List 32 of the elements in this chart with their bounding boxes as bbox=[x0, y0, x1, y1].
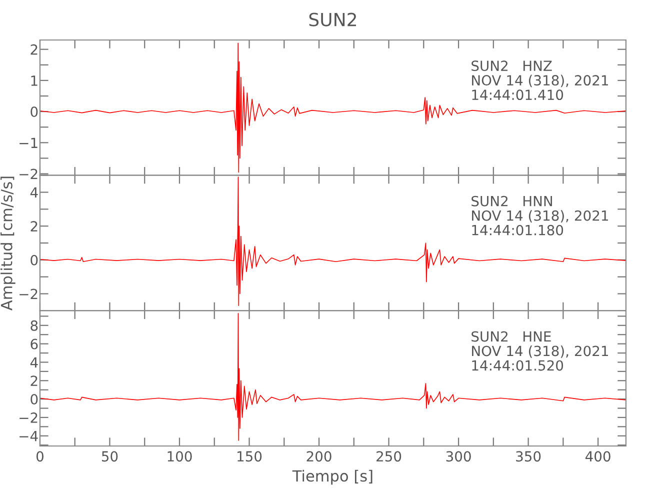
y-tick-label: 6 bbox=[30, 338, 38, 350]
y-tick-label: 1 bbox=[31, 76, 38, 86]
x-tick-label: 400 bbox=[585, 451, 610, 462]
line-series bbox=[40, 42, 626, 173]
y-tick-label: −2 bbox=[20, 412, 38, 423]
y-tick-label: −2 bbox=[20, 288, 38, 300]
annotation: SUN2 HNZ NOV 14 (318), 2021 14:44:01.410 bbox=[472, 60, 608, 100]
y-tick-label: −4 bbox=[20, 431, 38, 442]
x-tick-label: 200 bbox=[306, 451, 332, 462]
annotation: SUN2 HNN NOV 14 (318), 2021 14:44:01.180 bbox=[472, 196, 608, 236]
x-tick-label: 150 bbox=[238, 451, 262, 462]
x-tick-label: 350 bbox=[516, 451, 541, 462]
annotation: SUN2 HNE NOV 14 (318), 2021 14:44:01.520 bbox=[472, 331, 608, 371]
line-series bbox=[40, 313, 626, 441]
y-tick-label: 8 bbox=[30, 320, 38, 331]
y-tick-label: 2 bbox=[30, 221, 38, 232]
x-tick-label: 50 bbox=[102, 451, 118, 462]
y-tick-label: −1 bbox=[20, 138, 38, 148]
x-tick-label: 300 bbox=[446, 451, 471, 462]
x-tick-label: 250 bbox=[376, 451, 402, 462]
y-tick-label: 4 bbox=[30, 357, 38, 368]
y-axis-title: Amplitud [cm/s/s] bbox=[0, 176, 16, 310]
y-tick-label: 0 bbox=[30, 394, 38, 405]
x-tick-label: 100 bbox=[168, 451, 192, 462]
chart-title: SUN2 bbox=[309, 12, 356, 26]
y-tick-label: 2 bbox=[30, 44, 38, 55]
y-tick-label: 0 bbox=[30, 106, 38, 118]
x-axis-title: Tiempo [s] bbox=[292, 470, 372, 485]
y-tick-label: 4 bbox=[30, 187, 38, 198]
y-tick-label: 0 bbox=[30, 254, 38, 266]
y-tick-label: −2 bbox=[20, 168, 38, 180]
y-tick-label: 2 bbox=[30, 376, 38, 386]
